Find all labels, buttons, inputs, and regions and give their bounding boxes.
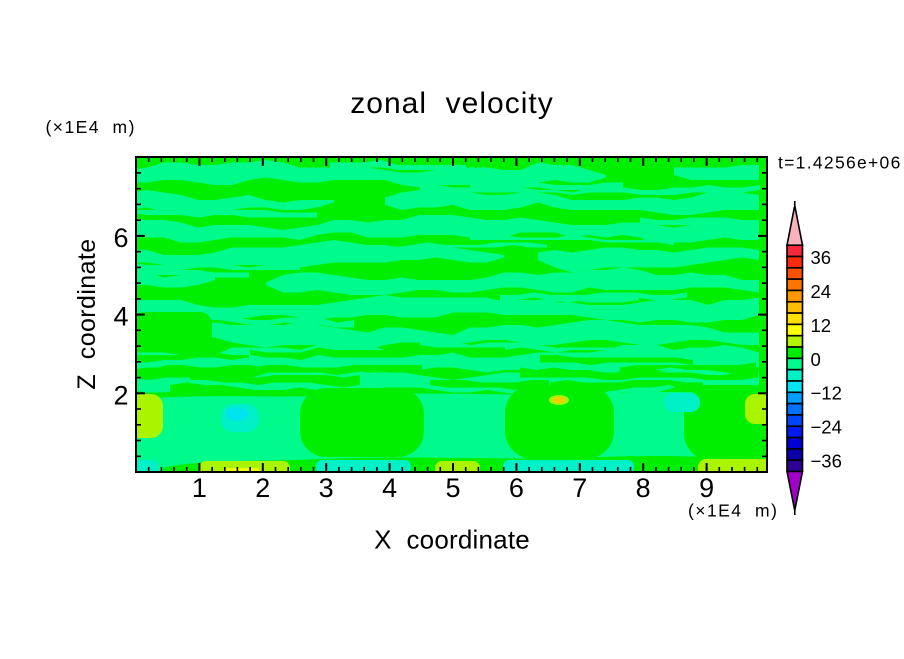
svg-text:−12: −12 xyxy=(811,383,842,404)
svg-text:12: 12 xyxy=(811,315,832,336)
svg-text:6: 6 xyxy=(113,223,128,253)
svg-text:zonal velocity: zonal velocity xyxy=(350,87,553,120)
svg-text:2: 2 xyxy=(113,380,128,410)
svg-text:4: 4 xyxy=(113,302,128,332)
svg-text:0: 0 xyxy=(811,349,821,370)
svg-text:9: 9 xyxy=(699,473,714,503)
svg-text:2: 2 xyxy=(255,473,270,503)
svg-text:6: 6 xyxy=(509,473,524,503)
svg-text:1: 1 xyxy=(192,473,207,503)
svg-text:8: 8 xyxy=(636,473,651,503)
svg-text:36: 36 xyxy=(811,247,832,268)
svg-text:−24: −24 xyxy=(811,417,842,438)
svg-text:t=1.4256e+06: t=1.4256e+06 xyxy=(778,153,902,173)
svg-text:4: 4 xyxy=(382,473,397,503)
svg-text:7: 7 xyxy=(572,473,587,503)
svg-text:−36: −36 xyxy=(811,451,842,472)
svg-text:(×1E4 m): (×1E4 m) xyxy=(46,117,136,137)
svg-text:3: 3 xyxy=(319,473,334,503)
svg-text:X coordinate: X coordinate xyxy=(374,525,530,555)
svg-text:5: 5 xyxy=(445,473,460,503)
svg-text:(×1E4 m): (×1E4 m) xyxy=(688,501,778,521)
svg-text:Z coordinate: Z coordinate xyxy=(73,238,101,389)
svg-text:24: 24 xyxy=(811,281,832,302)
